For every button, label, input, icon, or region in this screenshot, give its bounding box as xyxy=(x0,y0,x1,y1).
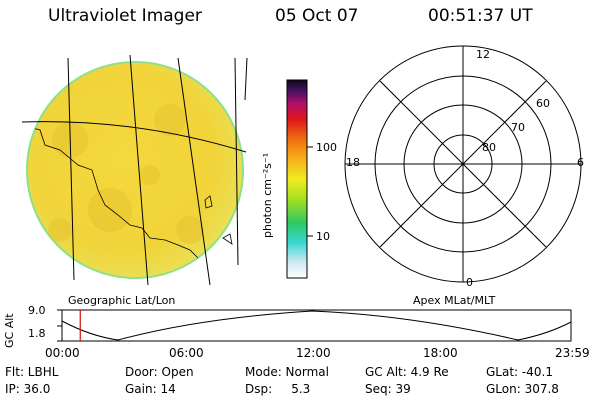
colorbar xyxy=(286,79,308,279)
status-ip: IP: 36.0 xyxy=(5,382,51,396)
status-door: Door: Open xyxy=(125,365,194,379)
timeline-xtick-0600: 06:00 xyxy=(169,346,204,360)
timeline-xtick-1800: 18:00 xyxy=(423,346,458,360)
status-glon: GLon: 307.8 xyxy=(486,382,559,396)
status-mode: Mode: Normal xyxy=(245,365,329,379)
polar-caption: Apex MLat/MLT xyxy=(413,294,496,307)
status-gc-alt: GC Alt: 4.9 Re xyxy=(365,365,449,379)
lat-lon-grid xyxy=(21,54,248,286)
mlat-label-60: 60 xyxy=(536,97,550,110)
timeline-ytick-9: 9.0 xyxy=(28,304,46,317)
colorbar-tick-100: 100 xyxy=(316,141,337,154)
timeline-xtick-1200: 12:00 xyxy=(296,346,331,360)
header-date: 05 Oct 07 xyxy=(275,6,359,26)
timeline-xtick-0000: 00:00 xyxy=(45,346,80,360)
mlt-label-6: 6 xyxy=(577,156,584,169)
altitude-timeline xyxy=(57,309,572,342)
status-filter: Flt: LBHL xyxy=(5,365,59,379)
status-seq: Seq: 39 xyxy=(365,382,411,396)
mlat-label-70: 70 xyxy=(511,121,525,134)
mlt-label-12: 12 xyxy=(476,48,490,61)
timeline-xtick-2359: 23:59 xyxy=(555,346,590,360)
uv-earth-disk xyxy=(21,54,248,286)
colorbar-ticks xyxy=(307,146,313,237)
colorbar-unit-label: photon cm⁻²s⁻¹ xyxy=(261,152,274,238)
timeline-ylabel: GC Alt xyxy=(3,313,16,348)
header-time: 00:51:37 UT xyxy=(428,6,533,26)
status-dsp: Dsp: 5.3 xyxy=(245,382,311,396)
colorbar-tick-10: 10 xyxy=(316,230,330,243)
status-gain: Gain: 14 xyxy=(125,382,176,396)
mlat-label-80: 80 xyxy=(482,141,496,154)
altitude-curve xyxy=(61,310,572,341)
polar-grid xyxy=(344,45,582,283)
coastline-island xyxy=(204,195,233,245)
mlt-label-0: 0 xyxy=(466,276,473,289)
mlt-label-18: 18 xyxy=(346,156,360,169)
timeline-ytick-1: 1.8 xyxy=(28,327,46,340)
app-title: Ultraviolet Imager xyxy=(48,6,202,26)
map-caption: Geographic Lat/Lon xyxy=(68,294,176,307)
status-glat: GLat: -40.1 xyxy=(486,365,553,379)
